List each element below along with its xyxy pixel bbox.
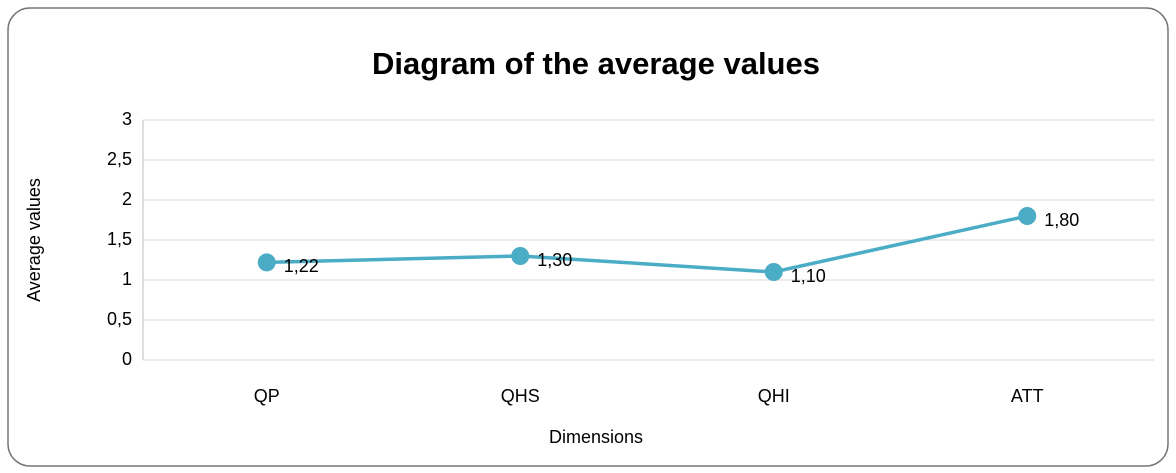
- y-axis-label: Average values: [24, 178, 44, 302]
- x-tick-label: QHS: [501, 386, 540, 406]
- data-label: 1,80: [1044, 210, 1079, 230]
- x-axis-label: Dimensions: [549, 427, 643, 447]
- chart-title: Diagram of the average values: [372, 46, 820, 81]
- chart-border: [7, 7, 1169, 467]
- y-tick-label: 3: [122, 109, 132, 129]
- y-tick-label: 2: [122, 189, 132, 209]
- line: [266, 214, 1028, 274]
- data-label: 1,22: [284, 256, 319, 276]
- marker: [764, 263, 783, 281]
- data-label: 1,30: [537, 250, 572, 270]
- y-tick-label: 1,5: [107, 229, 132, 249]
- x-tick-label: QP: [254, 386, 280, 406]
- y-tick-label: 2,5: [107, 149, 132, 169]
- data-label: 1,10: [791, 266, 826, 286]
- x-tick-label: QHI: [758, 386, 790, 406]
- marker: [257, 253, 276, 272]
- y-tick-label: 1: [122, 269, 132, 289]
- y-tick-label: 0: [122, 349, 132, 369]
- marker: [1018, 207, 1037, 225]
- marker: [511, 247, 530, 265]
- y-tick-label: 0,5: [107, 309, 132, 329]
- x-tick-label: ATT: [1011, 386, 1044, 406]
